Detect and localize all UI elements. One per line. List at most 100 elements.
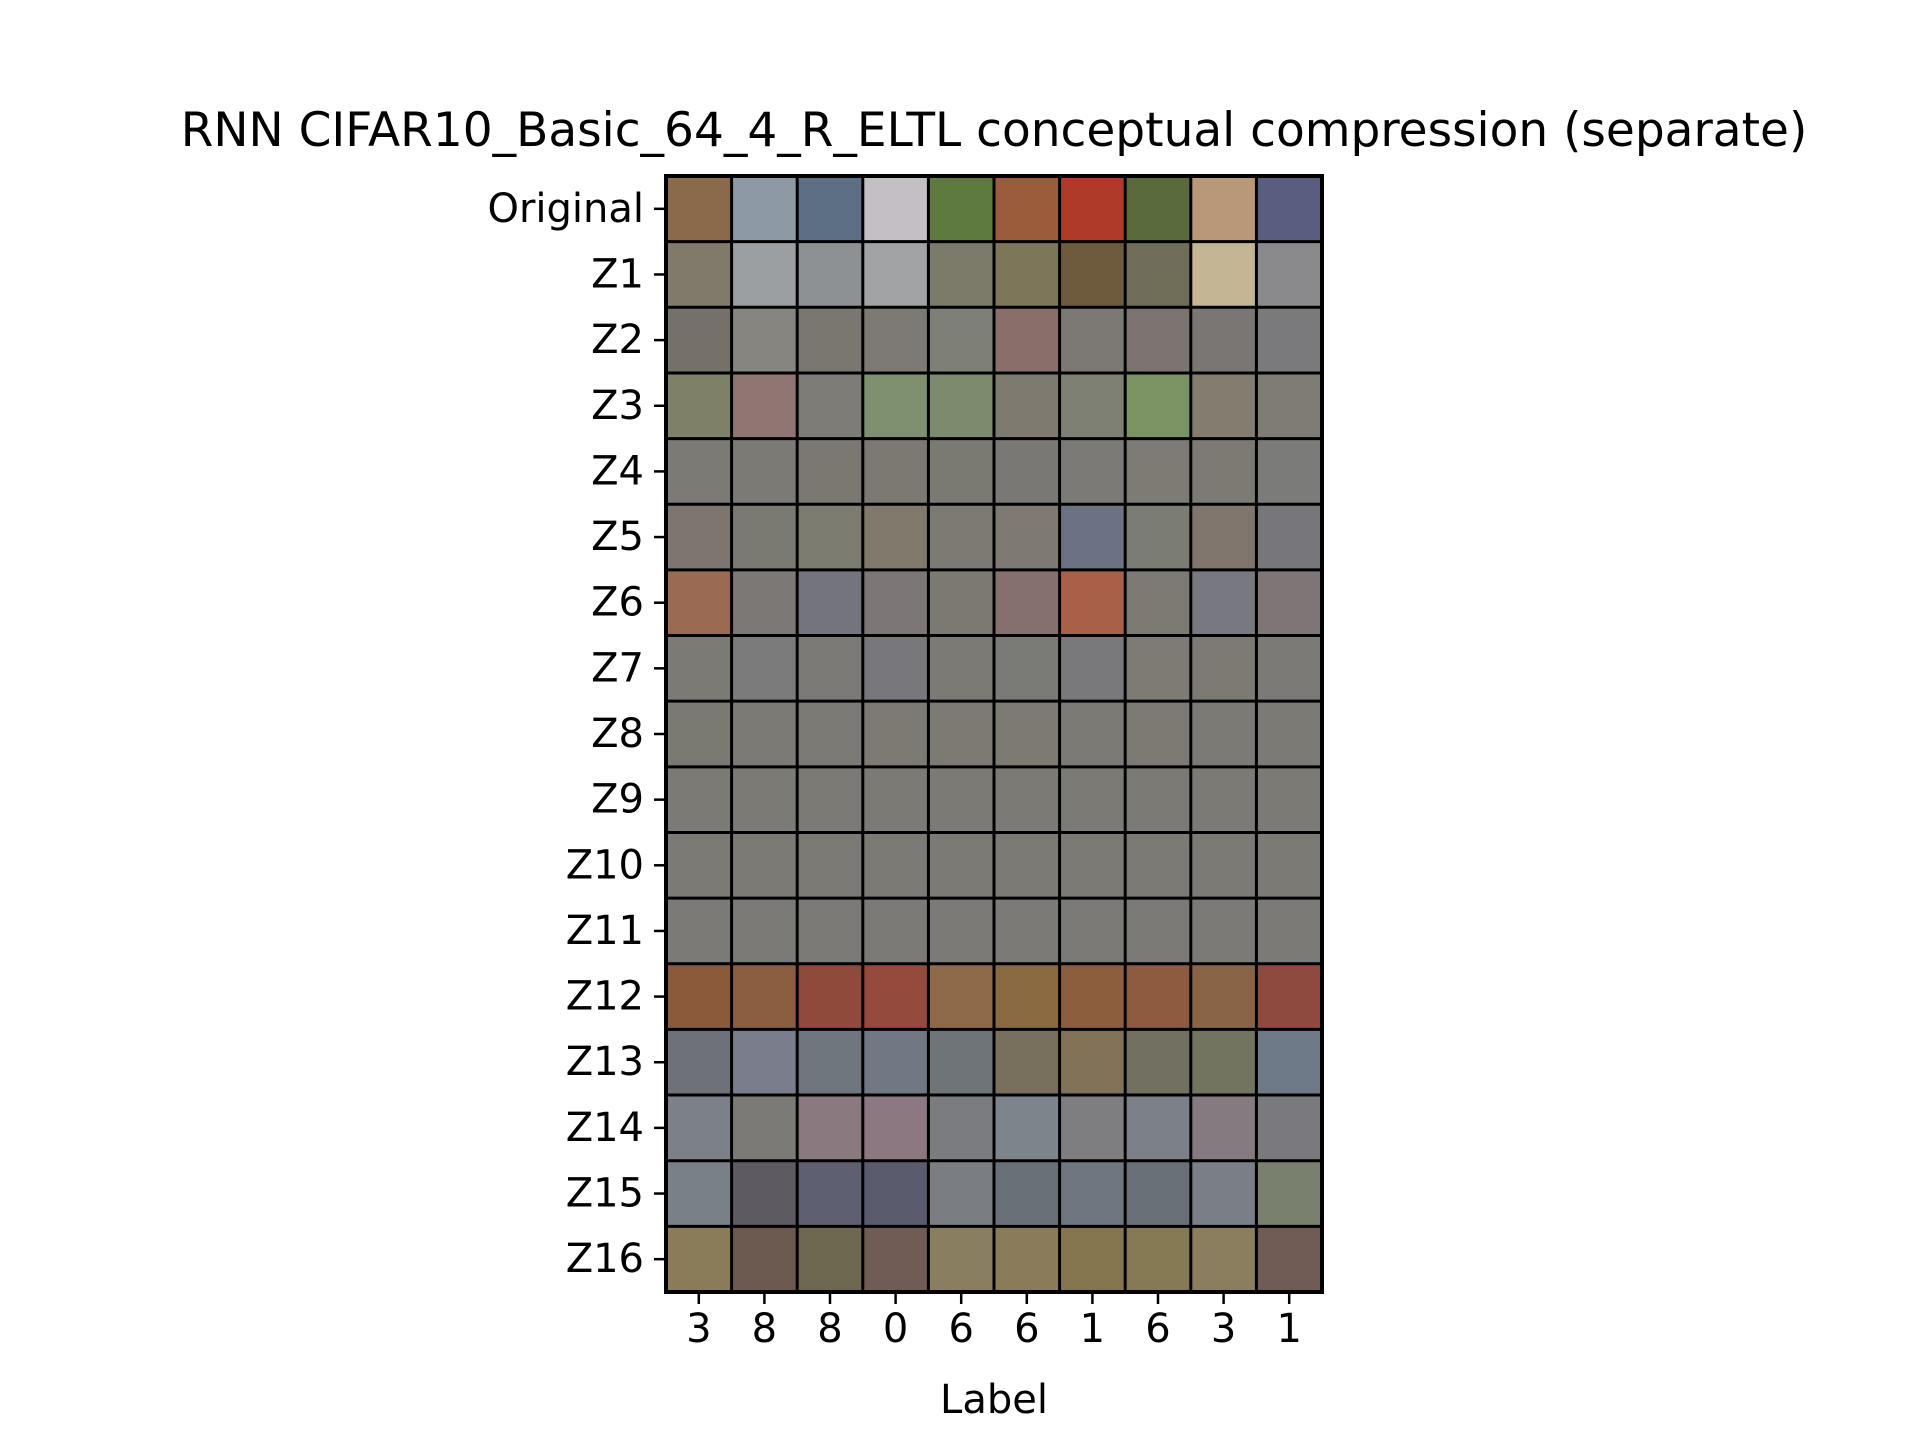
- grid-cell-7-0: [666, 635, 732, 702]
- grid-cell-16-6: [1059, 1226, 1126, 1292]
- grid-cell-16-7: [1125, 1226, 1191, 1292]
- grid-cell-9-4: [928, 766, 994, 833]
- grid-cell-3-1: [731, 372, 798, 439]
- y-tick-label: Z7: [591, 645, 644, 691]
- grid-cell-5-6: [1059, 504, 1126, 570]
- grid-cell-5-7: [1125, 504, 1191, 570]
- grid-cell-14-0: [666, 1095, 732, 1161]
- grid-cell-8-5: [994, 701, 1060, 767]
- y-tick-label: Z13: [566, 1039, 644, 1085]
- grid-cell-3-5: [994, 372, 1060, 439]
- grid-cell-7-6: [1059, 635, 1126, 702]
- grid-cell-13-0: [666, 1029, 732, 1096]
- grid-cell-12-2: [797, 963, 863, 1030]
- grid-cell-5-4: [928, 504, 994, 570]
- grid-cell-1-1: [731, 241, 798, 308]
- grid-cell-15-1: [731, 1160, 798, 1227]
- y-tick-label: Z9: [591, 777, 644, 823]
- grid-cell-12-9: [1256, 963, 1322, 1030]
- grid-cell-4-6: [1059, 438, 1126, 505]
- x-tick-label: 6: [1014, 1306, 1039, 1352]
- grid-cell-4-3: [862, 438, 929, 505]
- axes-frame: [664, 174, 1324, 1294]
- grid-cell-12-1: [731, 963, 798, 1030]
- grid-cell-5-3: [862, 504, 929, 570]
- y-tick-label: Z10: [566, 842, 644, 888]
- y-tick-label: Original: [487, 186, 644, 232]
- y-tick-label: Z3: [591, 383, 644, 429]
- grid-cell-16-4: [928, 1226, 994, 1292]
- grid-cell-7-1: [731, 635, 798, 702]
- grid-cell-6-4: [928, 569, 994, 636]
- grid-cell-8-8: [1190, 701, 1257, 767]
- grid-cell-10-1: [731, 832, 798, 899]
- grid-cell-9-6: [1059, 766, 1126, 833]
- x-tick-label: 6: [948, 1306, 973, 1352]
- grid-cell-8-4: [928, 701, 994, 767]
- grid-cell-11-5: [994, 898, 1060, 964]
- grid-cell-12-6: [1059, 963, 1126, 1030]
- grid-cell-12-3: [862, 963, 929, 1030]
- grid-cell-15-8: [1190, 1160, 1257, 1227]
- grid-cell-11-0: [666, 898, 732, 964]
- y-tick-label: Z4: [591, 448, 644, 494]
- grid-cell-9-8: [1190, 766, 1257, 833]
- grid-cell-5-1: [731, 504, 798, 570]
- y-tick-label: Z8: [591, 711, 644, 757]
- grid-cell-9-7: [1125, 766, 1191, 833]
- grid-cell-9-3: [862, 766, 929, 833]
- grid-cell-13-4: [928, 1029, 994, 1096]
- grid-cell-3-6: [1059, 372, 1126, 439]
- grid-cell-2-6: [1059, 307, 1126, 373]
- grid-cell-2-8: [1190, 307, 1257, 373]
- grid-cell-16-1: [731, 1226, 798, 1292]
- grid-cell-5-8: [1190, 504, 1257, 570]
- grid-cell-3-2: [797, 372, 863, 439]
- grid-cell-7-8: [1190, 635, 1257, 702]
- grid-cell-8-0: [666, 701, 732, 767]
- grid-cell-13-8: [1190, 1029, 1257, 1096]
- grid-cell-6-3: [862, 569, 929, 636]
- grid-cell-2-7: [1125, 307, 1191, 373]
- grid-cell-6-7: [1125, 569, 1191, 636]
- grid-cell-15-4: [928, 1160, 994, 1227]
- grid-cell-0-9: [1256, 176, 1322, 242]
- grid-cell-8-3: [862, 701, 929, 767]
- grid-cell-0-4: [928, 176, 994, 242]
- grid-cell-9-0: [666, 766, 732, 833]
- grid-cell-2-2: [797, 307, 863, 373]
- grid-cell-6-2: [797, 569, 863, 636]
- x-tick-label: 1: [1080, 1306, 1105, 1352]
- grid-cell-0-1: [731, 176, 798, 242]
- grid-cell-0-8: [1190, 176, 1257, 242]
- y-tick-label: Z2: [591, 317, 644, 363]
- grid-cell-6-5: [994, 569, 1060, 636]
- grid-cell-13-6: [1059, 1029, 1126, 1096]
- grid-cell-10-6: [1059, 832, 1126, 899]
- grid-cell-3-0: [666, 372, 732, 439]
- grid-cell-4-2: [797, 438, 863, 505]
- grid-cell-15-9: [1256, 1160, 1322, 1227]
- x-tick-label: 3: [686, 1306, 711, 1352]
- grid-cell-15-3: [862, 1160, 929, 1227]
- grid-cell-3-9: [1256, 372, 1322, 439]
- grid-cell-13-1: [731, 1029, 798, 1096]
- grid-cell-13-7: [1125, 1029, 1191, 1096]
- grid-cell-10-2: [797, 832, 863, 899]
- grid-cell-6-1: [731, 569, 798, 636]
- grid-cell-14-1: [731, 1095, 798, 1161]
- grid-cell-10-4: [928, 832, 994, 899]
- grid-cell-7-4: [928, 635, 994, 702]
- grid-cell-6-8: [1190, 569, 1257, 636]
- x-tick-label: 1: [1276, 1306, 1301, 1352]
- grid-cell-3-3: [862, 372, 929, 439]
- grid-cell-15-7: [1125, 1160, 1191, 1227]
- y-tick-label: Z16: [566, 1236, 644, 1282]
- grid-cell-14-4: [928, 1095, 994, 1161]
- grid-cell-9-9: [1256, 766, 1322, 833]
- grid-cell-1-7: [1125, 241, 1191, 308]
- y-tick-label: Z15: [566, 1171, 644, 1217]
- grid-cell-7-9: [1256, 635, 1322, 702]
- grid-lines: [666, 176, 1322, 1292]
- grid-cell-0-6: [1059, 176, 1126, 242]
